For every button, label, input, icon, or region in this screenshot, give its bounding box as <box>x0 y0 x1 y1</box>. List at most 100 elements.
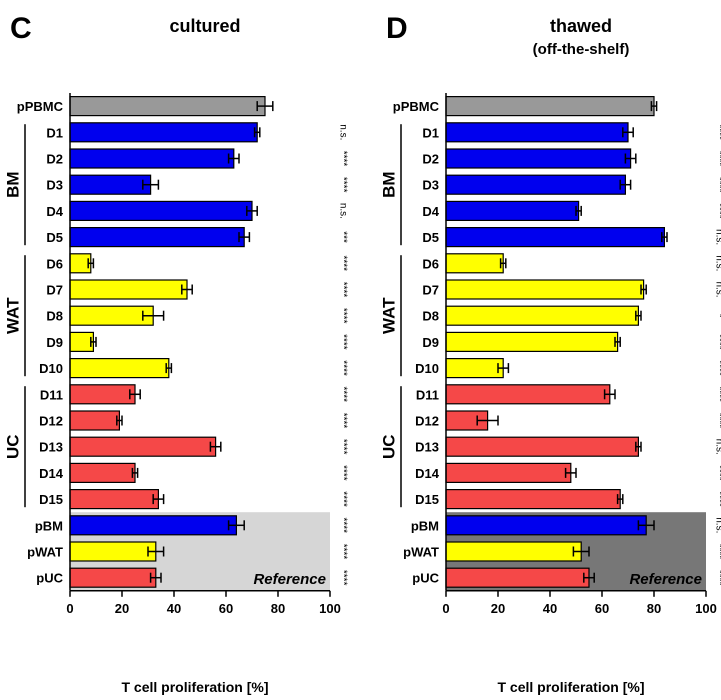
x-tick-label: 60 <box>595 601 609 616</box>
bar-ppbmc <box>445 95 655 117</box>
category-label: D7 <box>46 283 63 298</box>
significance-label: n.s. <box>714 517 721 533</box>
x-tick-label: 0 <box>442 601 449 616</box>
category-label: D14 <box>39 466 64 481</box>
reference-label: Reference <box>629 571 702 588</box>
x-tick-label: 40 <box>167 601 181 616</box>
x-tick-label: 60 <box>219 601 233 616</box>
significance-label: n.s. <box>714 229 721 245</box>
significance-label: **** <box>714 334 721 350</box>
bar-d9 <box>69 331 94 352</box>
category-label: D12 <box>415 414 439 429</box>
bar-d3 <box>69 174 152 195</box>
bar-d13 <box>69 436 217 457</box>
bar-puc <box>69 567 157 588</box>
bar-d11 <box>69 384 136 405</box>
bar-d11 <box>445 384 611 405</box>
group-label: UC <box>4 434 23 459</box>
significance-label: **** <box>338 282 349 298</box>
significance-label: **** <box>714 387 721 403</box>
x-tick-label: 20 <box>491 601 505 616</box>
category-label: D13 <box>415 440 439 455</box>
bar-d7 <box>69 279 188 300</box>
x-tick-label: 20 <box>115 601 129 616</box>
category-label: D15 <box>39 492 63 507</box>
category-label: D9 <box>422 335 439 350</box>
bar-d4 <box>445 200 580 221</box>
significance-label: *** <box>338 231 349 243</box>
bar-d5 <box>69 227 245 248</box>
bar-pbm <box>445 515 647 536</box>
bar-d8 <box>445 305 639 326</box>
category-label: D9 <box>46 335 63 350</box>
category-label: pPBMC <box>393 99 440 114</box>
category-label: pBM <box>411 518 439 533</box>
bar-d10 <box>69 358 170 379</box>
group-label: WAT <box>380 297 399 334</box>
panel-letter: C <box>10 12 32 45</box>
bar-d9 <box>445 331 619 352</box>
bar-pbm <box>69 515 237 536</box>
bar-d14 <box>445 462 572 483</box>
significance-label: **** <box>338 256 349 272</box>
significance-label: n.s. <box>714 255 721 271</box>
significance-label: **** <box>338 413 349 429</box>
significance-label: **** <box>714 413 721 429</box>
category-label: D7 <box>422 283 439 298</box>
category-label: D3 <box>422 178 439 193</box>
category-label: D6 <box>422 256 439 271</box>
significance-label: **** <box>338 177 349 193</box>
significance-label: **** <box>338 491 349 507</box>
category-label: D11 <box>416 387 439 402</box>
group-label: BM <box>380 171 399 197</box>
bar-d15 <box>445 489 621 510</box>
category-label: D14 <box>415 466 440 481</box>
bar-d13 <box>445 436 639 457</box>
bar-d1 <box>69 122 258 143</box>
panel-title: cultured <box>169 16 240 36</box>
reference-label: Reference <box>253 571 326 588</box>
significance-label: **** <box>714 151 721 167</box>
group-label: BM <box>4 171 23 197</box>
category-label: D2 <box>46 152 63 167</box>
significance-label: n.s. <box>714 281 721 297</box>
category-label: D1 <box>46 125 63 140</box>
bar-d5 <box>445 227 665 248</box>
x-tick-label: 80 <box>271 601 285 616</box>
bar-puc <box>445 567 590 588</box>
category-label: pPBMC <box>17 99 64 114</box>
group-label: UC <box>380 434 399 459</box>
bar-d6 <box>445 253 504 274</box>
category-label: D1 <box>422 125 439 140</box>
significance-label: * <box>714 314 721 318</box>
category-label: pUC <box>36 571 63 586</box>
category-label: D8 <box>46 309 63 324</box>
bar-pwat <box>445 541 582 562</box>
significance-label: n.s. <box>338 124 349 140</box>
significance-label: **** <box>714 491 721 507</box>
significance-label: **** <box>338 465 349 481</box>
significance-label: n.s. <box>714 439 721 455</box>
category-label: D5 <box>422 230 439 245</box>
significance-label: **** <box>714 177 721 193</box>
panel-subtitle: (off-the-shelf) <box>533 41 630 58</box>
significance-label: **** <box>714 465 721 481</box>
x-tick-label: 80 <box>647 601 661 616</box>
category-label: D2 <box>422 152 439 167</box>
category-label: D6 <box>46 256 63 271</box>
significance-label: **** <box>714 203 721 219</box>
category-label: D8 <box>422 309 439 324</box>
x-tick-label: 100 <box>319 601 341 616</box>
category-label: D10 <box>39 361 63 376</box>
bar-d4 <box>69 200 253 221</box>
bar-d3 <box>445 174 626 195</box>
category-label: pBM <box>35 518 63 533</box>
significance-label: **** <box>338 334 349 350</box>
significance-label: **** <box>338 360 349 376</box>
panel-letter: D <box>386 12 408 45</box>
significance-label: **** <box>714 125 721 141</box>
bar-d7 <box>445 279 645 300</box>
